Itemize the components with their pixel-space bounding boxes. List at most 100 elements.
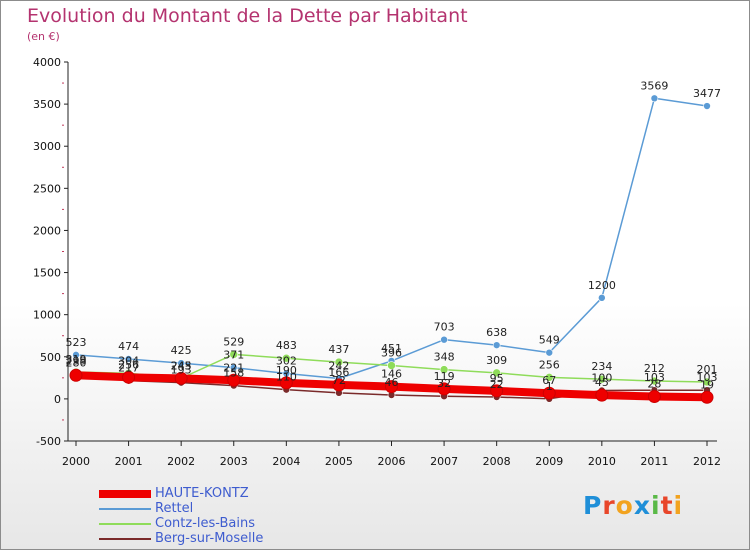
chart-title: Evolution du Montant de la Dette par Hab… (27, 5, 468, 27)
x-tick-label: 2003 (220, 455, 248, 468)
data-point-haute-kontz (279, 376, 293, 390)
data-point-rettel (124, 355, 133, 363)
data-label-contz-les-bains: 304 (118, 354, 139, 367)
legend-swatch-berg-sur-moselle (99, 538, 151, 540)
x-tick-label: 2004 (272, 455, 300, 468)
y-tick-label: 500 (40, 351, 61, 364)
data-label-berg-sur-moselle: 1 (546, 380, 553, 393)
series-markers-group (69, 94, 714, 404)
data-label-contz-les-bains: 309 (486, 354, 507, 367)
y-tick-label: 0 (54, 393, 61, 406)
data-label-contz-les-bains: 483 (276, 339, 297, 352)
x-tick-label: 2012 (693, 455, 721, 468)
data-point-rettel (440, 335, 448, 344)
legend-label-contz-les-bains: Contz-les-Bains (155, 516, 256, 531)
data-label-rettel: 703 (434, 321, 455, 334)
logo-letter: x (633, 491, 651, 520)
legend-label-rettel: Rettel (155, 501, 194, 516)
data-point-rettel (72, 351, 80, 359)
data-label-contz-les-bains: 319 (66, 353, 87, 366)
data-label-contz-les-bains: 396 (381, 347, 402, 360)
data-point-rettel (492, 341, 501, 349)
logo-letter: o (615, 491, 634, 520)
y-tick-label: -500 (36, 435, 61, 448)
data-label-contz-les-bains: 437 (328, 343, 349, 356)
data-label-contz-les-bains: 245 (171, 359, 192, 372)
data-point-contz-les-bains (544, 373, 554, 382)
data-label-haute-kontz: 190 (276, 364, 297, 377)
data-point-haute-kontz (542, 386, 556, 400)
data-point-haute-kontz (647, 390, 661, 404)
data-label-haute-kontz: 146 (381, 368, 402, 381)
x-tick-label: 2008 (483, 455, 511, 468)
data-point-rettel (598, 294, 606, 302)
data-label-contz-les-bains: 201 (697, 363, 718, 376)
y-tick-label: 3000 (33, 140, 61, 153)
logo-letter: t (660, 491, 674, 520)
data-label-berg-sur-moselle: 110 (276, 371, 297, 384)
data-label-contz-les-bains: 348 (434, 351, 455, 364)
data-label-berg-sur-moselle: 100 (591, 371, 612, 384)
data-label-haute-kontz: 95 (490, 372, 504, 385)
x-tick-label: 2009 (535, 455, 563, 468)
data-label-berg-sur-moselle: 103 (644, 371, 665, 384)
data-label-berg-sur-moselle: 217 (118, 362, 139, 375)
legend-swatch-haute-kontz (99, 490, 151, 498)
data-label-rettel: 242 (328, 360, 349, 373)
data-label-berg-sur-moselle: 32 (437, 377, 451, 390)
logo-letter: i (651, 491, 661, 520)
data-label-rettel: 371 (223, 349, 244, 362)
x-tick-label: 2010 (588, 455, 616, 468)
y-tick-label: 1500 (33, 267, 61, 280)
legend-swatch-contz-les-bains (99, 523, 151, 525)
data-label-contz-les-bains: 234 (591, 360, 612, 373)
logo-letter: P (583, 491, 603, 520)
data-label-rettel: 302 (276, 354, 297, 367)
data-label-haute-kontz: 19 (700, 378, 714, 391)
series-line-rettel (75, 97, 708, 380)
data-label-rettel: 474 (118, 340, 139, 353)
x-tick-label: 2002 (167, 455, 195, 468)
y-tick-label: 1000 (33, 309, 61, 322)
data-point-rettel (229, 363, 238, 372)
data-label-berg-sur-moselle: 103 (697, 371, 718, 384)
data-point-contz-les-bains (387, 361, 396, 370)
data-label-haute-kontz: 45 (595, 376, 609, 389)
data-label-haute-kontz: 221 (223, 361, 244, 374)
data-label-rettel: 638 (486, 326, 507, 339)
data-point-haute-kontz (122, 370, 136, 384)
data-label-berg-sur-moselle: 46 (385, 376, 399, 389)
data-label-haute-kontz: 166 (328, 366, 349, 379)
data-label-haute-kontz: 256 (118, 358, 139, 371)
data-point-rettel (650, 94, 659, 103)
data-label-haute-kontz: 280 (66, 356, 87, 369)
data-label-haute-kontz: 119 (434, 370, 455, 383)
data-label-berg-sur-moselle: 299 (66, 355, 87, 368)
data-point-haute-kontz (227, 373, 241, 387)
chart-unit-label: (en €) (27, 30, 60, 43)
data-point-contz-les-bains (334, 357, 344, 367)
data-point-haute-kontz (490, 384, 504, 398)
x-tick-label: 2011 (640, 455, 668, 468)
data-point-contz-les-bains (439, 365, 449, 374)
legend-label-haute-kontz: HAUTE-KONTZ (155, 486, 249, 501)
data-label-rettel: 425 (171, 344, 192, 357)
legend-swatch-rettel (99, 508, 151, 510)
data-point-rettel (545, 348, 554, 357)
data-label-berg-sur-moselle: 22 (490, 378, 504, 391)
data-point-contz-les-bains (650, 376, 659, 386)
data-point-rettel (703, 102, 711, 110)
y-tick-label: 2000 (33, 224, 61, 237)
data-label-contz-les-bains: 529 (223, 335, 244, 348)
proxiti-logo: Proxiti (583, 491, 683, 520)
data-label-rettel: 549 (539, 334, 560, 347)
data-label-contz-les-bains: 212 (644, 362, 665, 375)
data-point-haute-kontz (69, 368, 83, 382)
x-tick-label: 2001 (115, 455, 143, 468)
axes-group: -500 0 500 1000 1500 2000 2500 3000 3500 4000 2000… (33, 56, 721, 468)
x-tick-label: 2000 (62, 455, 90, 468)
data-point-haute-kontz (595, 388, 609, 402)
logo-letter: i (673, 491, 684, 520)
